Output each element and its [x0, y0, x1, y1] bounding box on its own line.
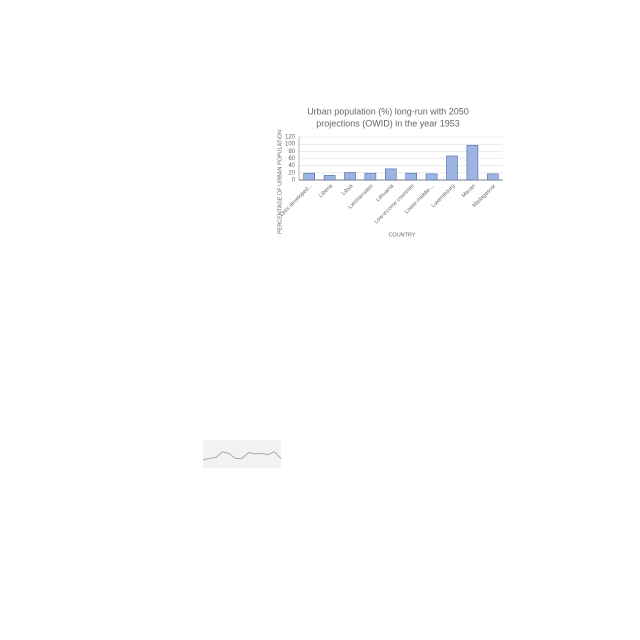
y-tick-label: 20: [288, 170, 295, 176]
bar: [486, 173, 499, 181]
chart-title: Urban population (%) long-run with 2050: [307, 106, 469, 116]
bar: [466, 144, 479, 181]
bar: [323, 175, 336, 181]
x-tick-label: Macao: [461, 183, 477, 199]
y-tick-label: 40: [288, 163, 295, 169]
y-tick-label: 60: [288, 156, 295, 162]
bar: [344, 172, 356, 181]
x-tick-label: Less developed...: [279, 183, 314, 218]
y-tick-label: 80: [288, 149, 295, 155]
chart-title: projections (OWID) in the year 1953: [316, 118, 460, 128]
x-axis-label: COUNTRY: [388, 232, 415, 238]
bar: [425, 173, 438, 181]
y-tick-label: 100: [285, 142, 296, 148]
bar: [446, 155, 458, 181]
x-tick-label: Lithuania: [375, 183, 396, 204]
bar: [364, 172, 377, 181]
bar: [384, 168, 397, 181]
x-tick-label: Liberia: [318, 183, 335, 200]
line: [202, 451, 282, 460]
plot-area: [203, 440, 281, 468]
bar: [303, 172, 316, 181]
y-axis-label: PERCENTAGE OF URBAN POPULATION: [277, 130, 283, 234]
y-tick-label: 0: [292, 178, 296, 184]
y-tick-label: 120: [285, 135, 296, 141]
x-tick-label: Libya: [341, 183, 355, 197]
bar: [405, 172, 418, 181]
